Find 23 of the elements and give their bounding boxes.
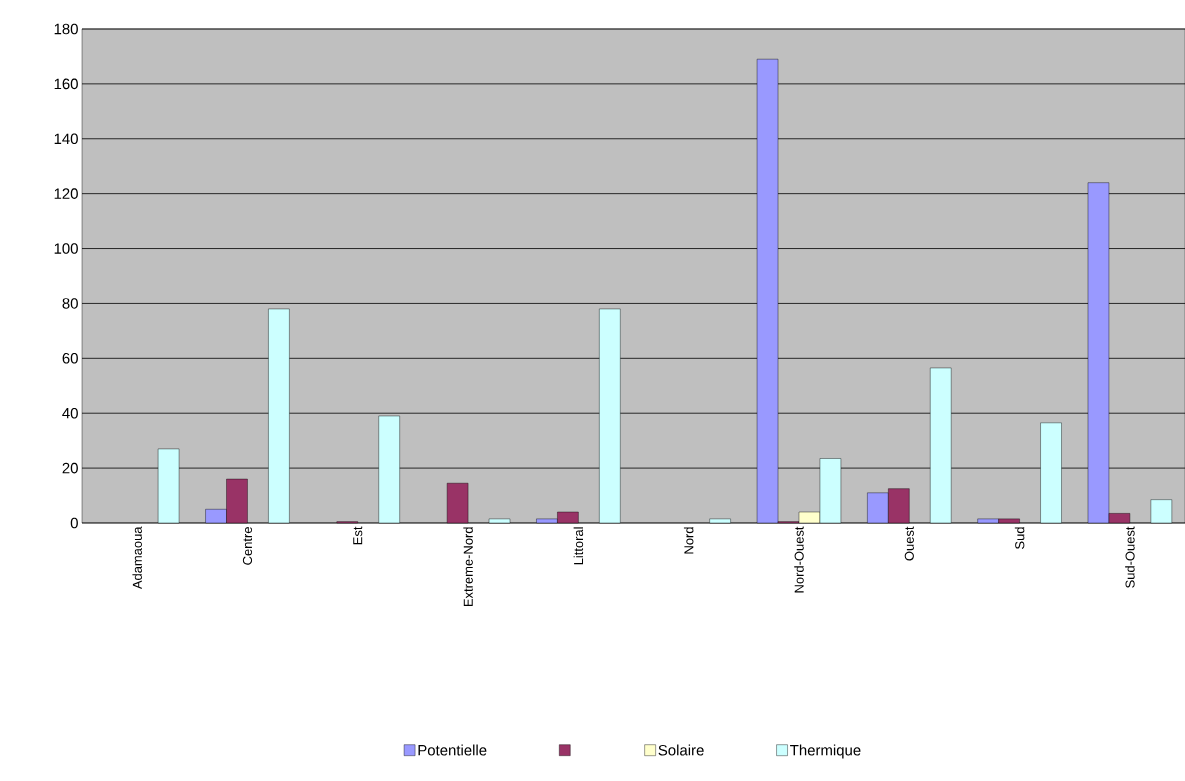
y-tick-label: 160 [54, 78, 78, 90]
legend-label: Potentielle [418, 744, 487, 756]
y-tick-label: 20 [62, 462, 78, 474]
y-tick-label: 180 [54, 23, 78, 35]
y-tick-label: 40 [62, 407, 78, 419]
x-tick-label: Ouest [904, 526, 914, 561]
y-tick-label: 80 [62, 298, 78, 309]
y-tick-label: 120 [54, 188, 78, 199]
x-tick-label: Centre [242, 527, 253, 565]
x-tick-label: Adamaoua [132, 526, 142, 590]
x-tick-label: Extreme-Nord [463, 527, 473, 607]
x-tick-label: Littoral [573, 527, 584, 565]
legend-label: Thermique [790, 744, 861, 759]
y-tick-label: 140 [54, 133, 78, 145]
legend-label: Solaire [658, 744, 704, 756]
x-tick-label: Nord-Ouest [794, 526, 804, 593]
y-tick-label: 100 [54, 243, 78, 254]
y-tick-label: 60 [62, 353, 78, 364]
y-tick-label: 0 [70, 517, 78, 529]
x-tick-label: Sud-Ouest [1125, 526, 1135, 588]
x-tick-label: Nord [683, 527, 694, 554]
x-tick-label: Est [353, 526, 363, 545]
x-tick-label: Sud [1014, 527, 1025, 549]
